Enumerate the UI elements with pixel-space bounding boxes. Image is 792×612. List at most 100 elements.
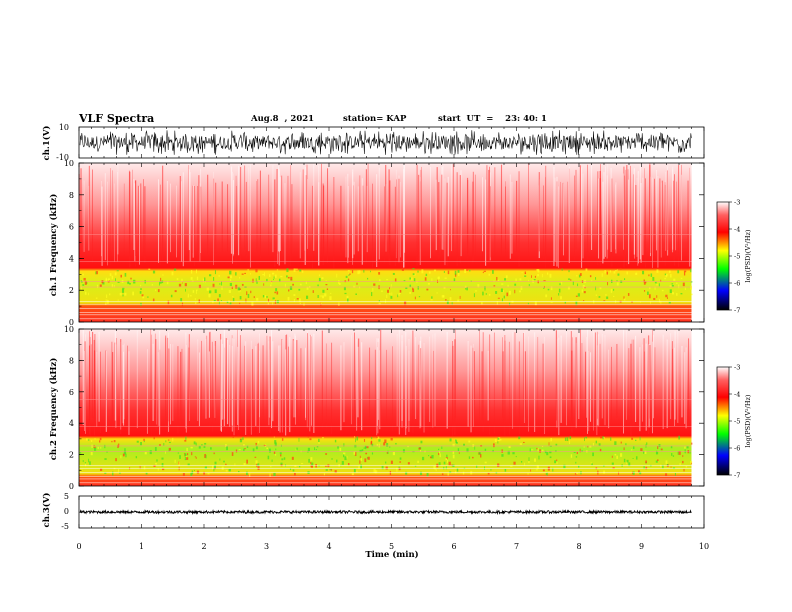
ch1-spec-spot — [95, 297, 98, 299]
ch1-spec-spot — [581, 289, 583, 293]
ch2-spec-spot — [618, 471, 620, 475]
ch1-spec-spot — [221, 285, 223, 290]
ch1-spec-spot — [527, 302, 529, 305]
ch1-spec-spot — [301, 270, 304, 273]
ch1-spec-spot — [433, 269, 437, 272]
ch1-spec-spot — [601, 273, 603, 277]
ch1-spec-spot — [458, 272, 460, 277]
ch2-spec-spot — [296, 447, 298, 451]
ch1-spec-spot — [286, 275, 288, 278]
ch1-spec-spot — [330, 292, 332, 295]
ch1-spec-spot — [409, 284, 412, 288]
ch1-spec-spot — [519, 290, 521, 293]
ch2-spec-spot — [484, 448, 487, 451]
ch1-spec-spot — [449, 289, 451, 291]
ch2-spec-spot — [155, 462, 157, 465]
ch2-spec-spot — [311, 462, 314, 466]
ch1-spec-spot — [503, 295, 505, 299]
ch2-spec-ylabel: ch.2 Frequency (kHz) — [48, 358, 59, 461]
ch1-spec-spot — [483, 270, 486, 272]
ch2-spec-spot — [428, 455, 430, 457]
ch1-spec-spot — [161, 280, 164, 284]
ch2-spec-spot — [86, 438, 88, 441]
ch2-spec-spot — [325, 453, 328, 455]
ch1-spec-spot — [616, 280, 618, 282]
ch2-spec-spot — [274, 440, 277, 444]
ch2-spec-spot — [390, 460, 393, 464]
ch1-spec-spot — [578, 274, 581, 278]
ch2-spec-spot — [364, 446, 367, 448]
ch1-spec-spot — [381, 290, 383, 293]
x-tick-label: 2 — [201, 542, 206, 551]
ch2-spec-spot — [359, 449, 362, 453]
ch2-spec-spot — [318, 438, 320, 443]
ch1-spec-spot — [684, 287, 686, 290]
ch1-spec-spot — [549, 273, 552, 278]
ch1-spec-spot — [220, 300, 222, 302]
ch1-spec-spot — [626, 271, 628, 275]
ch2-spec-spot — [334, 470, 337, 473]
ch1-spec-spot — [623, 296, 625, 299]
ch2-spec-spot — [93, 444, 95, 447]
ch2-spec-spot — [204, 454, 207, 458]
ch1-spec-spot — [196, 289, 198, 294]
ch2-spec-spot — [221, 466, 224, 470]
ch1-spec-spot — [656, 269, 659, 273]
ch2-spec-spot — [468, 456, 471, 459]
ch1-spec-spot — [403, 280, 406, 282]
ch1-spec-spot — [293, 268, 296, 272]
ch1-spec-spot — [649, 301, 652, 304]
ch2-spec-spot — [662, 464, 664, 469]
ch2-spec-spot — [520, 460, 523, 463]
ch1-spec-ylabel: ch.1 Frequency (kHz) — [48, 194, 59, 297]
ch1-spec-spot — [624, 297, 626, 301]
ch1-spec-spot — [306, 286, 309, 290]
ch1-spec-spot — [457, 299, 460, 302]
ch2-spec-spot — [399, 461, 401, 463]
ch1-spec-spot — [464, 287, 467, 290]
ch2-spec-spot — [172, 437, 174, 442]
ch2-spec-spot — [530, 449, 534, 451]
ch2-spec-spot — [429, 456, 433, 459]
ch2-spec-spot — [117, 444, 119, 449]
ch2-spec-spot — [90, 451, 93, 456]
ch2-spec-spots — [79, 435, 693, 477]
ch2-spec-spot — [563, 464, 566, 469]
ch2-spec-spot — [371, 443, 374, 447]
ch2-spec-spot — [79, 452, 82, 454]
ch2-spec-spot — [376, 443, 378, 447]
ch1-spec-spot — [567, 278, 571, 280]
ch1-spec-spot — [567, 286, 571, 290]
ch2-spec-spot — [537, 465, 539, 469]
ch2-spec-spot — [386, 442, 389, 447]
ch1-spec-spot — [117, 281, 120, 283]
ch2-spec-spot — [529, 448, 531, 452]
ch2-spec-spot — [329, 468, 331, 471]
ch1-spec-spot — [390, 284, 392, 288]
ch1-spec-spot — [238, 276, 241, 279]
ch2-spec-spot — [373, 469, 376, 473]
ch2-spec-spot — [310, 465, 313, 468]
ch1-spec-spot — [239, 288, 242, 291]
ch1-spec-spot — [598, 296, 601, 298]
ch2-spec-spot — [360, 457, 363, 462]
ch2-spec-spot — [497, 463, 500, 467]
ch2-spec-spot — [689, 461, 693, 465]
ch1-spec-spot — [666, 297, 668, 299]
ch1-spec-spot — [671, 285, 674, 287]
ch1-spec-spot — [299, 283, 302, 286]
ch1-spec-spot — [645, 281, 647, 284]
ch1-spec-spot — [105, 302, 107, 305]
ch1-spec-spot — [668, 270, 671, 273]
ch2-spec-spot — [600, 435, 603, 439]
ch1-spec-spot — [514, 283, 517, 286]
ch1-spec-spot — [484, 286, 486, 289]
ch1-spec-spot — [543, 287, 545, 289]
ch1-spec-spot — [575, 295, 578, 297]
ch2-spec-spot — [118, 469, 120, 472]
ch2-spec-spot — [587, 445, 589, 448]
ch1-spec-spot — [95, 271, 97, 275]
ch1-spec-spot — [603, 300, 606, 302]
ch2-spec-spot — [490, 469, 492, 471]
ch1-spec-spot — [102, 282, 105, 285]
